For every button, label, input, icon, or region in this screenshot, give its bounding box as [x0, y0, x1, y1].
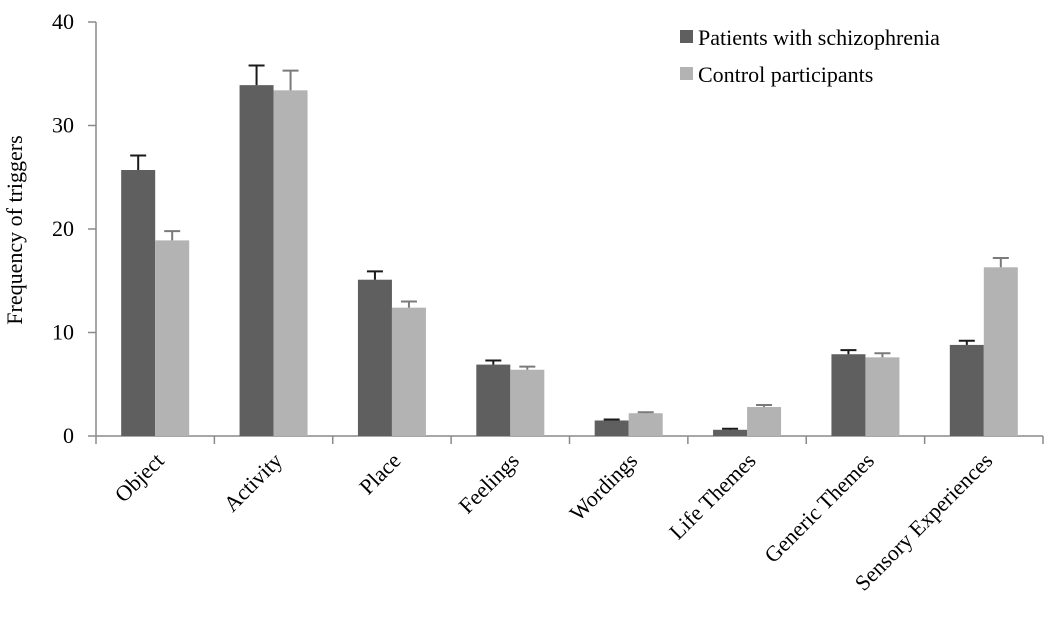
bar-controls: [510, 369, 545, 436]
legend-swatch: [680, 30, 693, 43]
bar-controls: [865, 357, 900, 436]
bar-controls: [628, 413, 663, 436]
bar-patients: [713, 429, 748, 436]
bar-patients: [831, 354, 866, 436]
bar-controls: [155, 240, 190, 436]
y-axis-label: Frequency of triggers: [2, 135, 27, 324]
x-category-label: Life Themes: [664, 448, 760, 544]
x-category-label: Object: [110, 448, 169, 507]
x-category-label: Generic Themes: [759, 448, 879, 568]
labels-group: 0 10 20 30 40 Object Activity Place Feelings Word…: [52, 9, 997, 596]
bar-patients: [121, 170, 156, 436]
bar-patients: [357, 279, 392, 436]
y-tick-label: 30: [52, 113, 74, 138]
bars-group: [121, 64, 1018, 436]
legend: Patients with schizophrenia Control parti…: [680, 25, 940, 87]
bar-controls: [273, 90, 308, 436]
x-category-label: Wordings: [564, 448, 642, 526]
bar-controls: [983, 267, 1018, 436]
y-tick-label: 10: [52, 320, 74, 345]
x-category-label: Feelings: [453, 448, 523, 518]
bar-patients: [594, 420, 629, 436]
bar-patients: [949, 344, 984, 436]
y-tick-label: 0: [63, 423, 74, 448]
bar-patients: [476, 364, 511, 436]
legend-label: Patients with schizophrenia: [698, 25, 940, 50]
y-tick-label: 20: [52, 216, 74, 241]
x-category-label: Activity: [218, 448, 287, 517]
bar-controls: [747, 407, 782, 436]
legend-label: Control participants: [698, 62, 873, 87]
y-tick-label: 40: [52, 9, 74, 34]
axes: [88, 21, 1044, 444]
legend-swatch: [680, 67, 693, 80]
bar-controls: [391, 307, 426, 436]
bar-patients: [239, 85, 274, 436]
x-category-label: Place: [354, 448, 405, 499]
